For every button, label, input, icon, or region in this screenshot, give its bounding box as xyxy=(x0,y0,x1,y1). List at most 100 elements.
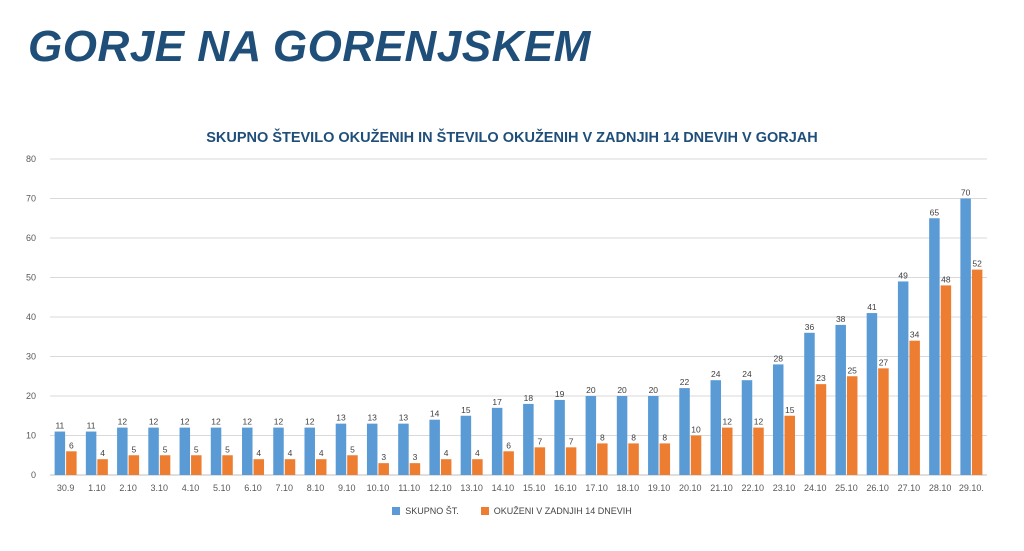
bar-14-days xyxy=(347,455,358,475)
bar-total xyxy=(117,427,128,475)
legend-label-14-days: OKUŽENI V ZADNJIH 14 DNEVIH xyxy=(493,506,632,516)
data-label-14-days: 7 xyxy=(569,436,574,446)
data-label-total: 20 xyxy=(586,385,596,395)
bar-total xyxy=(304,427,315,475)
data-label-total: 38 xyxy=(836,314,846,324)
bar-total xyxy=(85,431,97,475)
data-label-total: 70 xyxy=(961,188,971,198)
legend-label-total: SKUPNO ŠT. xyxy=(405,506,459,516)
legend-item-total: SKUPNO ŠT. xyxy=(392,506,459,516)
data-label-14-days: 25 xyxy=(847,365,857,375)
x-tick-label: 6.10 xyxy=(244,483,262,493)
data-label-14-days: 4 xyxy=(444,448,449,458)
chart-legend: SKUPNO ŠT. OKUŽENI V ZADNJIH 14 DNEVIH xyxy=(0,506,1024,516)
data-label-total: 14 xyxy=(430,409,440,419)
y-tick-label: 10 xyxy=(26,431,36,441)
bar-14-days xyxy=(315,459,327,475)
data-label-14-days: 4 xyxy=(319,448,324,458)
bar-total xyxy=(804,332,815,475)
bar-14-days xyxy=(784,415,795,475)
chart-title: SKUPNO ŠTEVILO OKUŽENIH IN ŠTEVILO OKUŽE… xyxy=(206,130,818,146)
data-label-14-days: 5 xyxy=(163,444,168,454)
legend-swatch-14-days xyxy=(480,507,489,515)
data-label-14-days: 8 xyxy=(631,432,636,442)
bar-14-days xyxy=(753,427,764,475)
y-tick-label: 20 xyxy=(26,391,36,401)
data-label-14-days: 48 xyxy=(941,274,951,284)
data-label-total: 49 xyxy=(898,270,908,280)
data-label-14-days: 3 xyxy=(413,452,418,462)
data-label-14-days: 3 xyxy=(381,452,386,462)
y-tick-label: 50 xyxy=(26,273,36,283)
data-label-total: 12 xyxy=(305,417,315,427)
bar-total xyxy=(54,431,66,475)
x-tick-label: 14.10 xyxy=(492,483,515,493)
data-label-14-days: 8 xyxy=(600,432,605,442)
bar-total xyxy=(366,423,378,475)
x-tick-label: 26.10 xyxy=(866,483,889,493)
x-tick-label: 23.10 xyxy=(773,483,796,493)
bar-14-days xyxy=(815,384,827,475)
data-label-14-days: 6 xyxy=(69,440,74,450)
data-label-total: 13 xyxy=(367,413,377,423)
data-label-total: 22 xyxy=(680,377,690,387)
data-label-14-days: 12 xyxy=(754,417,764,427)
data-label-14-days: 4 xyxy=(256,448,261,458)
data-label-total: 17 xyxy=(492,397,502,407)
bar-14-days xyxy=(66,451,77,475)
bar-total xyxy=(679,388,690,475)
bar-14-days xyxy=(222,455,233,475)
data-label-total: 13 xyxy=(399,413,409,423)
y-tick-label: 0 xyxy=(31,470,36,480)
data-label-total: 24 xyxy=(711,369,721,379)
bar-total xyxy=(772,364,784,475)
bar-total xyxy=(897,281,909,475)
bar-14-days xyxy=(128,455,140,475)
bar-total xyxy=(460,415,472,475)
data-label-total: 12 xyxy=(274,417,284,427)
data-label-total: 20 xyxy=(617,385,627,395)
bar-14-days xyxy=(472,459,483,475)
bar-14-days xyxy=(690,435,702,475)
data-label-14-days: 34 xyxy=(910,330,920,340)
bar-14-days xyxy=(159,455,171,475)
bar-14-days xyxy=(191,455,202,475)
data-label-total: 24 xyxy=(742,369,752,379)
data-label-14-days: 4 xyxy=(475,448,480,458)
data-label-total: 15 xyxy=(461,405,471,415)
data-label-total: 12 xyxy=(211,417,221,427)
x-tick-label: 5.10 xyxy=(213,483,231,493)
x-tick-label: 13.10 xyxy=(460,483,483,493)
x-tick-label: 29.10. xyxy=(959,483,984,493)
bar-total xyxy=(835,324,846,475)
bar-14-days xyxy=(503,451,514,475)
x-tick-label: 16.10 xyxy=(554,483,577,493)
data-label-total: 18 xyxy=(524,393,534,403)
bar-total xyxy=(429,419,440,475)
x-tick-label: 25.10 xyxy=(835,483,858,493)
x-tick-label: 7.10 xyxy=(275,483,293,493)
bar-14-days xyxy=(971,269,983,475)
bar-total xyxy=(335,423,347,475)
data-label-total: 41 xyxy=(867,302,877,312)
x-tick-label: 1.10 xyxy=(88,483,106,493)
data-label-14-days: 10 xyxy=(691,425,701,435)
x-tick-label: 12.10 xyxy=(429,483,452,493)
x-tick-label: 28.10 xyxy=(929,483,952,493)
data-label-total: 65 xyxy=(930,207,940,217)
x-tick-label: 3.10 xyxy=(151,483,169,493)
data-label-14-days: 27 xyxy=(879,357,889,367)
bar-14-days xyxy=(534,447,546,475)
bar-14-days xyxy=(284,459,296,475)
data-label-total: 20 xyxy=(649,385,659,395)
bar-14-days xyxy=(909,340,920,475)
legend-swatch-total xyxy=(392,507,401,515)
bar-total xyxy=(242,427,253,475)
data-label-14-days: 4 xyxy=(100,448,105,458)
bar-total xyxy=(741,380,753,475)
bar-14-days xyxy=(628,443,639,475)
x-tick-label: 2.10 xyxy=(119,483,137,493)
x-tick-label: 15.10 xyxy=(523,483,546,493)
bar-total xyxy=(210,427,222,475)
y-tick-label: 70 xyxy=(26,194,36,204)
